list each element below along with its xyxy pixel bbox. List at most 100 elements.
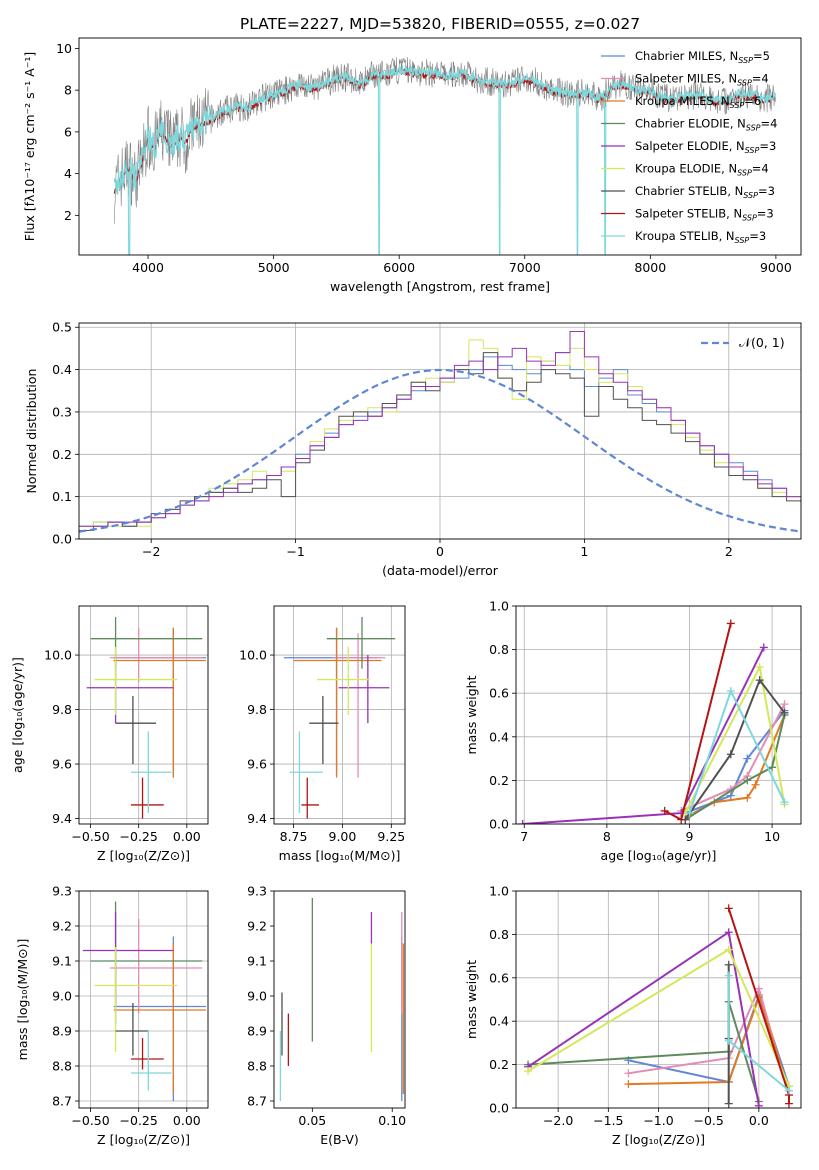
x-tick-label: 7000 — [509, 260, 541, 275]
x-tick-label: 0.0 — [749, 1113, 769, 1128]
legend-label: Kroupa ELODIE, NSSP=4 — [635, 162, 769, 178]
x-tick-label: 0.10 — [378, 1113, 406, 1128]
y-tick-label: 8.7 — [247, 1094, 267, 1109]
x-tick-label: 10 — [764, 829, 780, 844]
panel-mass-weight-vs-age: 7 8 9 10 0.0 0.2 0.4 0.6 0.8 1.0 age [log₁₀(age/yr… — [464, 599, 802, 863]
axes-frame — [78, 322, 802, 540]
weight-marker-salpeter-stelib — [660, 806, 669, 815]
x-axis-label: E(B-V) — [320, 1132, 359, 1147]
panel-mass-weight-vs-Z: −2.0 −1.5 −1.0 −0.5 0.0 0.0 0.2 0.4 0.6 0.8 1.0 Z [… — [464, 884, 802, 1147]
x-tick-label: −2 — [142, 544, 160, 559]
y-tick-label: 8.7 — [52, 1094, 72, 1109]
y-tick-label: 6 — [64, 124, 72, 139]
y-tick-label: 0.4 — [489, 1014, 509, 1029]
y-axis-label: mass weight — [464, 960, 479, 1039]
y-tick-label: 0.8 — [489, 927, 509, 942]
y-axis-label: Flux [fλ10⁻¹⁷ erg cm⁻² s⁻¹ A⁻¹] — [22, 52, 37, 241]
plot-area — [113, 57, 777, 255]
axes-frame — [78, 605, 209, 825]
weight-marker-kroupa-elodie — [755, 663, 764, 672]
plot-area — [524, 904, 793, 1108]
x-axis-label: Z [log₁₀(Z/Z⊙)] — [97, 848, 190, 863]
plot-area — [279, 898, 405, 1101]
x-tick-label: 0 — [436, 544, 444, 559]
plot-area — [518, 619, 789, 824]
y-tick-label: 9.3 — [247, 884, 267, 899]
legend-label: Chabrier ELODIE, NSSP=4 — [635, 117, 777, 133]
y-tick-label: 0.4 — [52, 362, 72, 377]
y-tick-label: 10.0 — [239, 648, 267, 663]
panel-residuals: −2 −1 0 1 2 0.0 0.1 0.2 0.3 0.4 0.5 (data-model)/er… — [24, 320, 802, 578]
x-tick-label: 9.25 — [377, 829, 405, 844]
weight-marker-kroupa-stelib — [685, 809, 694, 818]
x-tick-label: 8 — [603, 829, 611, 844]
y-tick-label: 0.8 — [489, 642, 509, 657]
weight-marker-kroupa-elodie — [524, 1067, 533, 1076]
weight-line-kroupa-elodie — [684, 663, 786, 814]
y-tick-label: 9.8 — [52, 702, 72, 717]
y-tick-label: 0.6 — [489, 970, 509, 985]
y-tick-label: 0.4 — [489, 729, 509, 744]
panel-age-vs-Z: −0.50 −0.25 0.00 9.4 9.6 9.8 10.0 Z [log₁₀(Z/Z⊙… — [10, 605, 209, 863]
weight-marker-kroupa-miles — [751, 780, 760, 789]
weight-marker-kroupa-elodie — [724, 945, 733, 954]
weight-marker-salpeter-elodie — [754, 1101, 763, 1108]
legend-label: Salpeter ELODIE, NSSP=3 — [635, 139, 776, 155]
weight-marker-salpeter-miles — [780, 700, 789, 709]
x-tick-label: 9 — [686, 829, 694, 844]
x-axis-label: Z [log₁₀(Z/Z⊙)] — [97, 1132, 190, 1147]
plot-area — [82, 901, 207, 1101]
weight-marker-kroupa-miles — [743, 793, 752, 802]
y-tick-label: 0.2 — [489, 773, 509, 788]
legend-label: Salpeter MILES, NSSP=4 — [635, 72, 769, 88]
axes-frame — [78, 890, 209, 1109]
x-axis-label: age [log₁₀(age/yr)] — [601, 848, 717, 863]
weight-line-chabrier-stelib — [684, 678, 786, 821]
y-tick-label: 9.4 — [247, 811, 267, 826]
x-tick-label: 1 — [580, 544, 588, 559]
weight-marker-salpeter-miles — [754, 984, 763, 993]
weight-marker-salpeter-elodie — [518, 820, 527, 824]
weight-marker-chabrier-stelib — [724, 1099, 733, 1108]
x-tick-label: 9000 — [760, 260, 792, 275]
weight-marker-chabrier-elodie — [768, 763, 777, 772]
axes-frame — [78, 37, 802, 256]
y-tick-label: 0.2 — [489, 1057, 509, 1072]
x-tick-label: −0.50 — [71, 829, 109, 844]
histogram-chabrier-stelib — [79, 352, 801, 531]
y-tick-label: 0.0 — [489, 817, 509, 832]
y-tick-label: 0.0 — [489, 1101, 509, 1116]
x-tick-label: 4000 — [132, 260, 164, 275]
x-tick-label: −0.50 — [71, 1113, 109, 1128]
y-tick-label: 1.0 — [489, 884, 509, 899]
x-tick-label: 9.00 — [329, 829, 357, 844]
y-tick-label: 9.3 — [52, 884, 72, 899]
y-tick-label: 9.0 — [247, 989, 267, 1004]
histogram-salpeter-elodie — [79, 331, 801, 527]
weight-marker-salpeter-stelib — [726, 619, 735, 628]
x-axis-label: wavelength [Angstrom, rest frame] — [330, 279, 550, 294]
weight-marker-kroupa-miles — [624, 1080, 633, 1089]
legend-label: Kroupa MILES, NSSP=6 — [635, 94, 761, 110]
plot-area — [283, 616, 396, 819]
y-tick-label: 9.8 — [247, 702, 267, 717]
x-tick-label: −2.0 — [543, 1113, 573, 1128]
y-axis-label: Normed distribution — [24, 369, 39, 494]
y-tick-label: 4 — [64, 166, 72, 181]
weight-marker-kroupa-stelib — [780, 798, 789, 807]
y-tick-label: 0.0 — [52, 532, 72, 547]
y-tick-label: 10 — [56, 41, 72, 56]
panel-mass-vs-ebv: 0.05 0.10 8.7 8.8 8.9 9.0 9.1 9.2 9.3 E(B-V) — [247, 884, 406, 1148]
plot-area — [79, 331, 801, 533]
weight-marker-salpeter-elodie — [724, 928, 733, 937]
y-tick-label: 0.6 — [489, 686, 509, 701]
x-tick-label: 0.00 — [173, 829, 201, 844]
x-tick-label: 8000 — [634, 260, 666, 275]
x-tick-label: 0.05 — [298, 1113, 326, 1128]
y-tick-label: 10.0 — [44, 648, 72, 663]
y-tick-label: 0.2 — [52, 447, 72, 462]
spectrum-model-line-kroupa-stelib — [113, 64, 777, 255]
x-tick-label: −0.25 — [120, 1113, 158, 1128]
y-tick-label: 8.9 — [247, 1024, 267, 1039]
